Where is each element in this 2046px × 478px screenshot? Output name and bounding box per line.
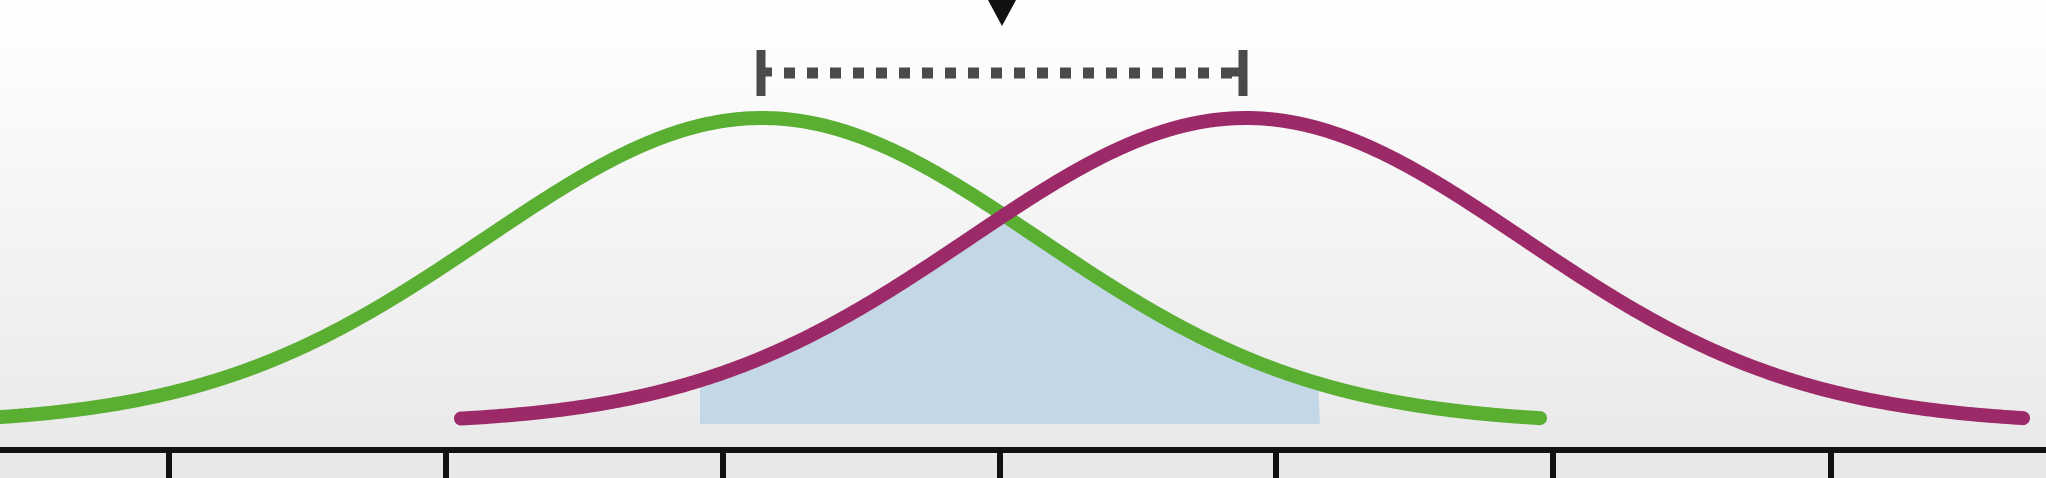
distribution-overlap-diagram [0, 0, 2046, 478]
